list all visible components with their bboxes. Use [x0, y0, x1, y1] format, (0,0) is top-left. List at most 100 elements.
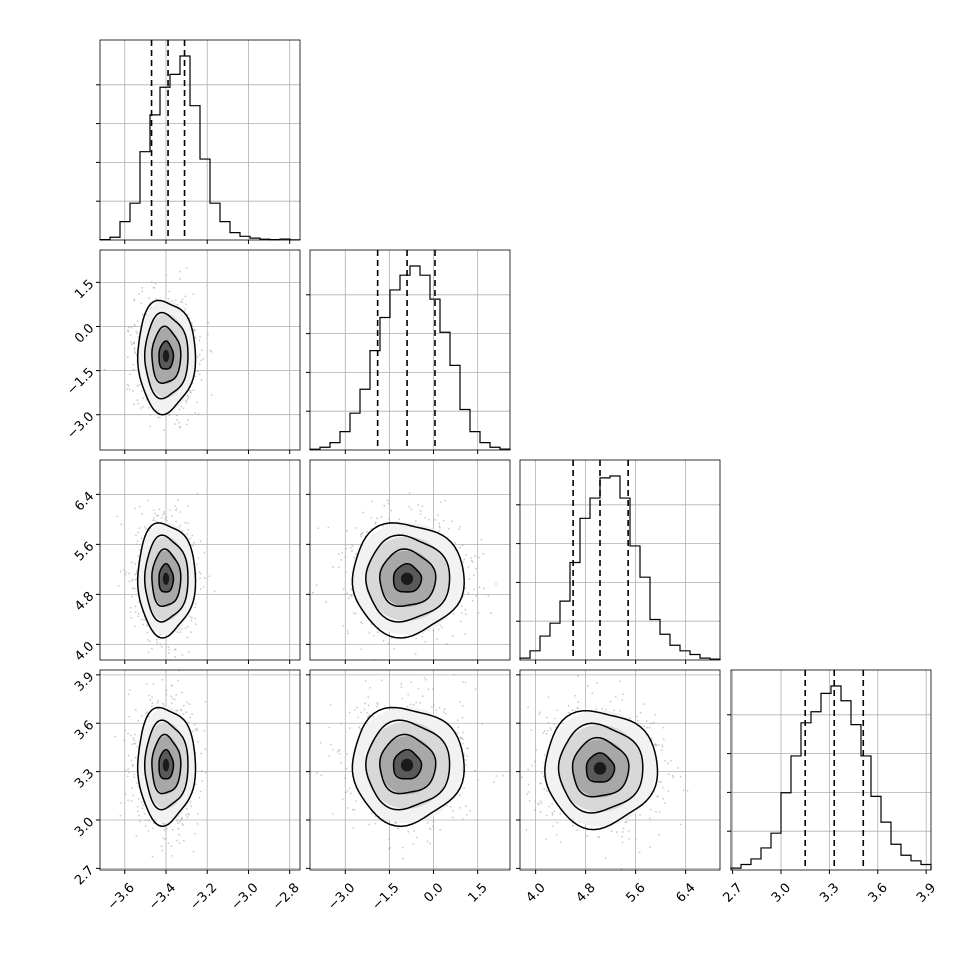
scatter-point	[145, 712, 147, 715]
scatter-point	[152, 683, 155, 685]
scatter-point	[426, 840, 429, 843]
scatter-point	[132, 578, 134, 581]
scatter-point	[134, 578, 137, 581]
scatter-point	[203, 577, 206, 580]
scatter-point	[132, 389, 134, 392]
scatter-point	[194, 606, 197, 609]
scatter-point	[138, 505, 141, 508]
scatter-point	[136, 540, 139, 543]
scatter-point	[152, 509, 155, 511]
scatter-point	[174, 505, 176, 508]
scatter-point	[198, 373, 201, 376]
scatter-point	[468, 578, 471, 580]
scatter-point	[126, 775, 129, 778]
scatter-point	[160, 516, 163, 519]
panel-frame	[99, 39, 301, 241]
scatter-point	[132, 363, 135, 366]
scatter-point	[462, 681, 464, 683]
scatter-point	[380, 679, 383, 682]
scatter-point	[567, 704, 570, 707]
scatter-point	[178, 841, 181, 844]
density-fill	[400, 758, 414, 772]
scatter-point	[150, 281, 153, 283]
scatter-point	[436, 638, 439, 640]
scatter-point	[123, 739, 126, 742]
scatter-point	[139, 820, 141, 823]
scatter-point	[128, 689, 131, 691]
scatter-point	[360, 532, 363, 535]
scatter-point	[387, 848, 390, 851]
scatter-point	[666, 762, 669, 765]
scatter-point	[162, 837, 165, 840]
histogram-step-line	[519, 475, 721, 660]
scatter-point	[346, 592, 348, 595]
scatter-point	[490, 612, 493, 614]
scatter-point	[416, 836, 418, 839]
scatter-point	[163, 823, 166, 826]
scatter-point	[179, 300, 182, 303]
scatter-point	[461, 611, 463, 614]
scatter-point	[163, 429, 166, 432]
scatter-point	[346, 632, 349, 635]
scatter-point	[466, 755, 469, 758]
scatter-point	[347, 597, 350, 599]
scatter-point	[188, 813, 190, 816]
scatter-point	[196, 370, 199, 373]
scatter-point	[184, 295, 187, 298]
scatter-point	[188, 703, 191, 705]
scatter-point	[178, 408, 181, 411]
scatter-point	[429, 842, 431, 845]
scatter-point	[401, 846, 404, 849]
scatter-point	[179, 525, 181, 527]
scatter-point	[186, 816, 189, 818]
scatter-point	[194, 617, 197, 620]
scatter-point	[350, 588, 353, 591]
scatter-point	[194, 375, 197, 378]
scatter-point	[495, 583, 497, 585]
scatter-point	[128, 771, 130, 774]
scatter-point	[170, 702, 173, 705]
scatter-point	[163, 704, 165, 707]
scatter-point	[407, 830, 410, 833]
scatter-point	[586, 835, 589, 837]
scatter-point	[130, 800, 133, 802]
scatter-point	[168, 652, 170, 654]
scatter-point	[175, 709, 178, 712]
scatter-point	[152, 516, 155, 519]
scatter-point	[187, 812, 189, 815]
scatter-point	[412, 703, 415, 706]
density-panel-0-3: −3.6 −3.4 −3.2 −3.0 −2.82.73.03.33.63.9	[72, 670, 303, 914]
scatter-point	[452, 816, 454, 819]
scatter-point	[149, 414, 152, 416]
scatter-point	[184, 521, 187, 524]
scatter-point	[182, 713, 185, 716]
scatter-point	[128, 388, 131, 391]
scatter-point	[171, 697, 174, 700]
scatter-point	[133, 773, 136, 776]
scatter-point	[165, 274, 167, 277]
scatter-point	[167, 646, 170, 649]
scatter-point	[419, 509, 422, 512]
scatter-point	[431, 706, 433, 708]
scatter-point	[176, 679, 179, 682]
scatter-point	[458, 528, 461, 531]
scatter-point	[458, 525, 461, 528]
scatter-point	[130, 616, 133, 619]
scatter-point	[148, 297, 151, 300]
scatter-point	[465, 763, 468, 766]
scatter-point	[181, 298, 184, 301]
scatter-point	[360, 535, 362, 538]
scatter-point	[638, 851, 641, 854]
scatter-point	[435, 709, 438, 712]
scatter-point	[320, 774, 323, 777]
scatter-point	[342, 624, 345, 627]
scatter-point	[198, 363, 201, 366]
scatter-point	[194, 783, 197, 786]
scatter-point	[187, 505, 190, 507]
scatter-point	[382, 525, 384, 527]
scatter-point	[197, 557, 200, 559]
x-tick-label: −3.0	[325, 880, 358, 913]
scatter-point	[210, 394, 213, 396]
scatter-point	[201, 769, 203, 772]
scatter-point	[193, 723, 196, 726]
